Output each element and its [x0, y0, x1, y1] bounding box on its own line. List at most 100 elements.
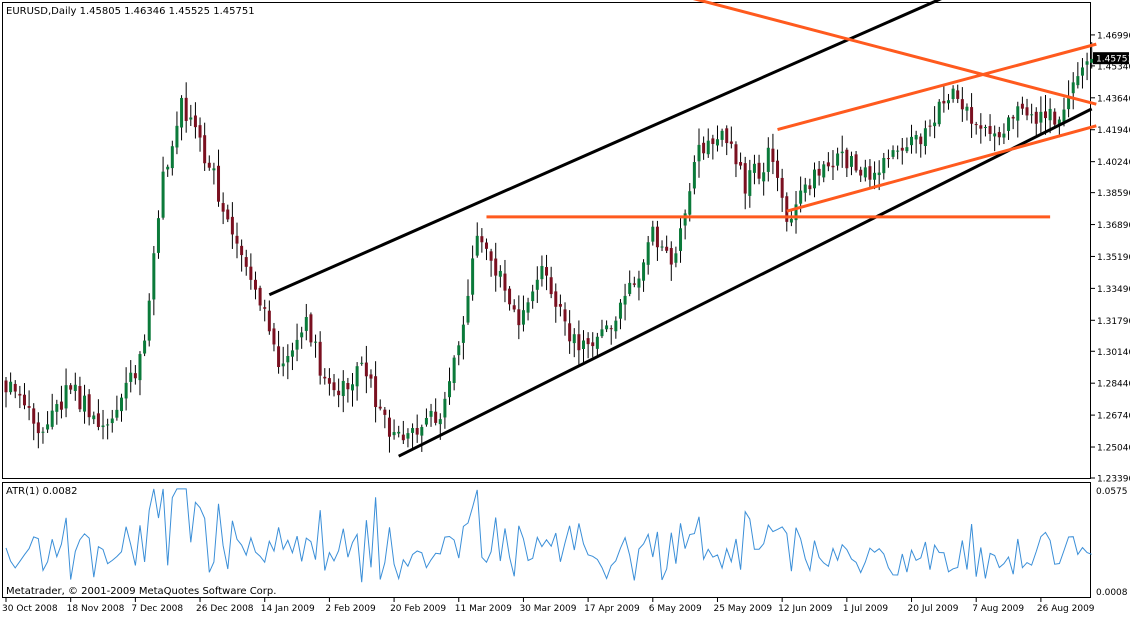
candle — [253, 271, 257, 300]
candle — [1053, 108, 1057, 129]
candle — [748, 159, 752, 208]
candle-body — [69, 385, 73, 390]
candle — [41, 427, 45, 444]
time-tick-label: 6 May 2009 — [649, 604, 702, 614]
candle — [776, 149, 780, 192]
candle — [383, 407, 387, 429]
candle — [267, 300, 271, 335]
candle-body — [1076, 76, 1080, 86]
candle-body — [115, 409, 119, 418]
candle-body — [1090, 58, 1094, 63]
candle — [258, 285, 262, 311]
candle-body — [13, 383, 17, 392]
candle — [859, 166, 863, 182]
time-tick-label: 12 Jun 2009 — [778, 604, 832, 614]
candle-body — [304, 317, 308, 331]
candle-body — [817, 168, 821, 176]
candle — [766, 137, 770, 182]
candle — [905, 137, 909, 154]
candle — [1039, 96, 1043, 134]
candle — [327, 368, 331, 396]
candle-body — [4, 380, 8, 393]
candle — [226, 204, 230, 223]
candle — [808, 178, 812, 196]
candle-body — [424, 417, 428, 425]
candle-body — [110, 418, 114, 424]
candle — [73, 372, 77, 401]
candle — [22, 383, 26, 410]
candle-body — [420, 427, 424, 436]
candle — [729, 126, 733, 149]
candle — [970, 93, 974, 138]
candle-body — [101, 425, 105, 428]
candle — [448, 367, 452, 405]
candle-body — [618, 302, 622, 319]
candle — [480, 228, 484, 253]
candle-body — [609, 328, 613, 330]
candle-body — [489, 251, 493, 261]
candle — [55, 399, 59, 425]
candle — [956, 84, 960, 104]
candle — [933, 106, 937, 139]
candle-body — [1080, 67, 1084, 76]
candle — [1048, 98, 1052, 134]
candle — [494, 242, 498, 292]
candle — [443, 391, 447, 429]
candle — [244, 249, 248, 276]
candle-body — [207, 162, 211, 168]
candle-body — [1002, 133, 1006, 138]
price-tick-label: 1.31790 — [1097, 317, 1130, 327]
candle-body — [951, 88, 955, 100]
candle-body — [923, 128, 927, 147]
candle-body — [595, 336, 599, 349]
price-tick-label: 1.38590 — [1097, 189, 1130, 199]
candle — [503, 259, 507, 303]
candle-body — [434, 411, 438, 423]
time-tick-label: 30 Mar 2009 — [519, 604, 576, 614]
candle — [568, 310, 572, 354]
candle-body — [59, 401, 63, 410]
time-tick-label: 7 Dec 2008 — [131, 604, 183, 614]
candle — [845, 147, 849, 178]
candle — [457, 341, 461, 366]
candle-body — [937, 101, 941, 125]
candle-body — [623, 295, 627, 305]
price-tick-label: 1.30140 — [1097, 348, 1130, 358]
candle-body — [554, 291, 558, 307]
candle — [475, 222, 479, 258]
candle — [96, 399, 100, 431]
price-tick-label: 1.33490 — [1097, 285, 1130, 295]
candle-body — [240, 245, 244, 256]
candle-body — [351, 384, 354, 391]
candle — [535, 266, 539, 303]
candle-body — [494, 258, 498, 276]
time-tick-label: 26 Aug 2009 — [1037, 604, 1095, 614]
candle — [156, 210, 160, 259]
candle-body — [669, 248, 673, 265]
candle-body — [674, 253, 678, 263]
price-tick-label: 1.25040 — [1097, 444, 1130, 454]
candle — [106, 418, 110, 440]
candle — [175, 111, 179, 155]
candle-body — [586, 338, 590, 345]
candle-body — [679, 228, 683, 251]
candle — [558, 294, 562, 317]
candle-body — [665, 246, 669, 251]
candle — [230, 202, 234, 249]
candle — [212, 162, 216, 185]
candle-body — [498, 270, 502, 277]
candle-body — [512, 305, 516, 310]
candle-body — [50, 410, 54, 427]
candle-body — [337, 390, 341, 396]
candle-body — [272, 328, 276, 345]
time-tick-label: 11 Mar 2009 — [455, 604, 512, 614]
candle — [332, 374, 336, 397]
candle-body — [1039, 111, 1043, 123]
chart-title: EURUSD,Daily 1.45805 1.46346 1.45525 1.4… — [6, 6, 255, 17]
candle-body — [960, 99, 964, 110]
candle-body — [78, 386, 82, 410]
price-tick-label: 1.23390 — [1097, 475, 1130, 485]
candle — [50, 393, 54, 430]
candle-body — [882, 157, 886, 174]
